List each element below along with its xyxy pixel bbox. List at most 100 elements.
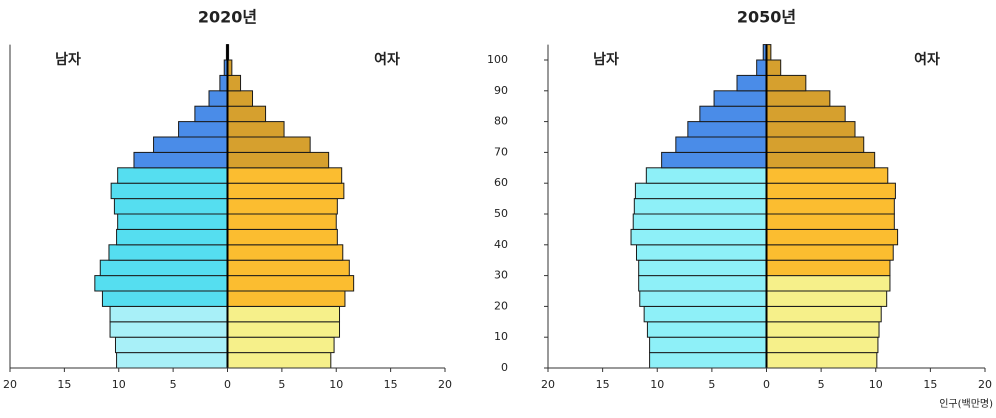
bar [108, 244, 228, 261]
y-tick-label: 90 [494, 84, 508, 97]
bar [110, 182, 228, 200]
bar [649, 352, 767, 369]
bar [101, 290, 228, 307]
x-tick-label: 0 [763, 378, 770, 391]
bar [646, 321, 767, 338]
bar [638, 275, 767, 292]
y-tick-label: 100 [487, 53, 508, 66]
y-tick-label: 60 [494, 176, 508, 189]
bar [227, 90, 254, 107]
bar [208, 90, 228, 107]
bar [227, 305, 341, 323]
bar [766, 352, 878, 369]
y-tick-label: 40 [494, 238, 508, 251]
x-tick-label: 0 [224, 378, 231, 391]
series-label: 남자 [55, 51, 81, 68]
y-tick-label: 70 [494, 145, 508, 158]
bar [227, 198, 338, 215]
bar [227, 352, 332, 369]
bar [766, 213, 895, 230]
x-tick-label: 20 [3, 378, 17, 391]
bar [661, 151, 767, 169]
bar [756, 59, 767, 76]
x-tick-label: 5 [170, 378, 177, 391]
bar [153, 136, 228, 153]
bar [766, 74, 807, 92]
bar [766, 259, 891, 277]
x-axis-label: 인구(백만명) [939, 398, 993, 410]
series-label: 여자 [914, 51, 940, 68]
bar [766, 305, 882, 323]
x-tick-label: 5 [708, 378, 715, 391]
bar [632, 213, 768, 230]
bar [766, 151, 876, 169]
y-tick-label: 10 [494, 330, 508, 343]
bar [109, 305, 228, 323]
bar [227, 121, 285, 138]
bar [635, 244, 767, 261]
bar [227, 321, 341, 338]
bar [766, 90, 831, 107]
bar [94, 275, 228, 292]
bar [227, 213, 337, 230]
bar [766, 228, 899, 246]
bar [227, 228, 338, 246]
bar [227, 244, 344, 261]
x-tick-label: 10 [650, 378, 664, 391]
bar [766, 121, 856, 138]
bar [766, 167, 889, 184]
bar [766, 275, 891, 292]
bar [227, 336, 335, 354]
series-label: 남자 [593, 51, 619, 68]
bar [109, 321, 228, 338]
bar [133, 151, 229, 169]
x-tick-label: 5 [278, 378, 285, 391]
bar [639, 290, 768, 307]
bar [766, 321, 880, 338]
bar [675, 136, 768, 153]
bar [713, 90, 767, 107]
bar [178, 121, 228, 138]
bar [227, 151, 330, 169]
bar [227, 182, 345, 200]
bar [99, 259, 228, 277]
series-label: 여자 [374, 51, 400, 68]
bar [116, 228, 228, 246]
bar [634, 182, 768, 200]
bar [117, 213, 228, 230]
bar [687, 121, 768, 138]
x-tick-label: 10 [869, 378, 883, 391]
bar [227, 167, 343, 184]
bar [633, 198, 767, 215]
bar [114, 336, 228, 354]
bar [227, 290, 346, 307]
bar [113, 198, 228, 215]
bar [219, 74, 228, 92]
y-tick-label: 80 [494, 115, 508, 128]
bar [117, 167, 228, 184]
bar [643, 305, 768, 323]
x-tick-label: 15 [57, 378, 71, 391]
bar [116, 352, 228, 369]
bar [227, 136, 311, 153]
bar [766, 244, 894, 261]
x-tick-label: 10 [112, 378, 126, 391]
bar [638, 259, 767, 277]
bar [645, 167, 768, 184]
bar [766, 182, 896, 200]
y-tick-label: 30 [494, 269, 508, 282]
bar [194, 105, 228, 123]
x-tick-label: 20 [978, 378, 992, 391]
bar [766, 59, 782, 76]
bar [766, 198, 895, 215]
bar [227, 74, 242, 92]
bar [227, 259, 350, 277]
x-tick-label: 20 [541, 378, 555, 391]
bar [766, 105, 846, 123]
bar [766, 290, 888, 307]
bar [736, 74, 768, 92]
x-tick-label: 5 [818, 378, 825, 391]
y-tick-label: 20 [494, 299, 508, 312]
x-tick-label: 15 [923, 378, 937, 391]
